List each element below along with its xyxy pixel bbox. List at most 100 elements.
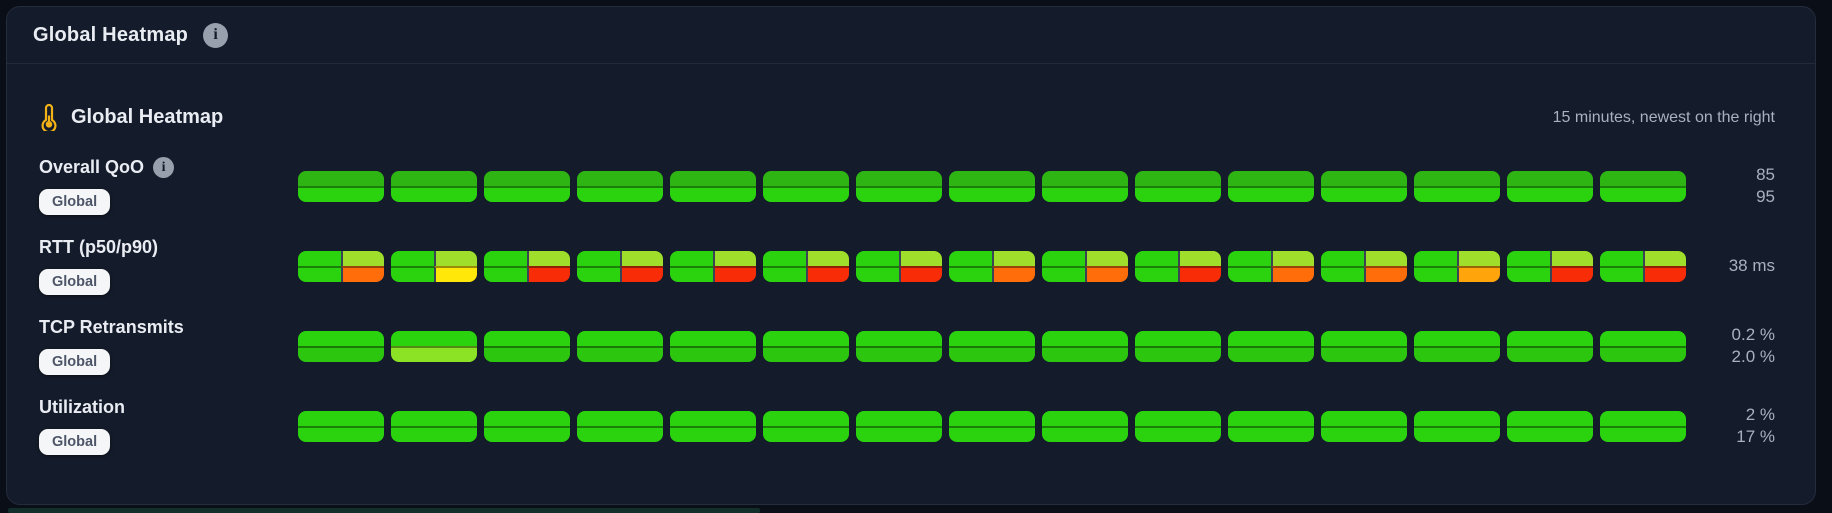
heatmap-cell[interactable]	[670, 410, 756, 442]
heatmap-cell[interactable]	[1042, 410, 1128, 442]
heatmap-cell[interactable]	[1600, 330, 1686, 362]
cell-segment	[577, 250, 620, 266]
heatmap-cell[interactable]	[1135, 410, 1221, 442]
heatmap-cell[interactable]	[484, 410, 570, 442]
heatmap-cell[interactable]	[856, 330, 942, 362]
heatmap-cell[interactable]	[949, 330, 1035, 362]
metric-label: Utilization	[39, 397, 125, 417]
metric-values: 2 % 17 %	[1686, 404, 1775, 448]
cell-segment	[1135, 250, 1178, 266]
heatmap-cell[interactable]	[1414, 170, 1500, 202]
cell-segment	[763, 186, 849, 202]
heatmap-cell[interactable]	[298, 330, 384, 362]
heatmap-cell[interactable]	[1507, 330, 1593, 362]
heatmap-cell[interactable]	[391, 250, 477, 282]
cell-segment	[1507, 346, 1593, 362]
heatmap-cell[interactable]	[1135, 250, 1221, 282]
cell-segment	[713, 250, 756, 266]
heatmap-cell[interactable]	[1042, 170, 1128, 202]
cell-segment	[1507, 170, 1593, 186]
cell-segment	[670, 250, 713, 266]
heatmap-cell[interactable]	[1135, 330, 1221, 362]
heatmap-cell[interactable]	[1600, 410, 1686, 442]
cell-segment	[856, 250, 899, 266]
heatmap-cell[interactable]	[391, 330, 477, 362]
heatmap-cell[interactable]	[1414, 410, 1500, 442]
heatmap-cell[interactable]	[484, 250, 570, 282]
cell-segment	[1228, 250, 1271, 266]
heatmap-cell[interactable]	[763, 330, 849, 362]
cell-segment	[763, 170, 849, 186]
heatmap-cell[interactable]	[484, 330, 570, 362]
heatmap-cell[interactable]	[1228, 170, 1314, 202]
info-icon[interactable]: i	[203, 22, 229, 48]
scope-badge[interactable]: Global	[39, 429, 111, 455]
heatmap-cell[interactable]	[1228, 410, 1314, 442]
heatmap-cell[interactable]	[763, 170, 849, 202]
info-icon[interactable]: i	[153, 157, 175, 178]
heatmap-cell[interactable]	[1321, 330, 1407, 362]
heatmap-cell[interactable]	[298, 410, 384, 442]
heatmap-cell[interactable]	[670, 330, 756, 362]
heatmap-cell[interactable]	[1507, 170, 1593, 202]
heatmap-cell[interactable]	[949, 410, 1035, 442]
scope-badge[interactable]: Global	[39, 189, 111, 215]
scope-badge[interactable]: Global	[39, 269, 111, 295]
heatmap-cell[interactable]	[1228, 330, 1314, 362]
heatmap-cell[interactable]	[1042, 330, 1128, 362]
cell-segment	[949, 266, 992, 282]
cell-segment	[763, 250, 806, 266]
cell-segment	[1135, 266, 1178, 282]
metric-label-line: Overall QoO i	[39, 157, 175, 178]
heatmap-cell[interactable]	[856, 170, 942, 202]
heatmap-cell[interactable]	[484, 170, 570, 202]
heatmap-cell[interactable]	[577, 330, 663, 362]
heatmap-cell[interactable]	[1600, 250, 1686, 282]
heatmap-cell[interactable]	[391, 410, 477, 442]
heatmap-cell[interactable]	[1414, 250, 1500, 282]
heatmap-cell[interactable]	[670, 250, 756, 282]
heatmap-cell[interactable]	[1600, 170, 1686, 202]
heatmap-cell[interactable]	[391, 170, 477, 202]
cell-segment	[298, 170, 384, 186]
heatmap-cell[interactable]	[763, 250, 849, 282]
cell-segment	[806, 266, 849, 282]
heatmap-cell[interactable]	[1507, 410, 1593, 442]
heatmap-cell[interactable]	[298, 170, 384, 202]
metric-row-overall-qoo: Overall QoO i Global 85 95	[39, 157, 1775, 215]
cell-segment	[1414, 330, 1500, 346]
scope-badge[interactable]: Global	[39, 349, 111, 375]
cell-segment	[298, 186, 384, 202]
cell-segment	[949, 170, 1035, 186]
heatmap-cell[interactable]	[1228, 250, 1314, 282]
cell-segment	[670, 346, 756, 362]
cell-segment	[391, 266, 434, 282]
heatmap-cell[interactable]	[1321, 410, 1407, 442]
cell-segment	[670, 330, 756, 346]
heatmap-cell[interactable]	[949, 170, 1035, 202]
heatmap-cell[interactable]	[577, 170, 663, 202]
cell-segment	[484, 170, 570, 186]
cell-segment	[484, 410, 570, 426]
heatmap-cell[interactable]	[1135, 170, 1221, 202]
heatmap-cell[interactable]	[1321, 170, 1407, 202]
heatmap-cell[interactable]	[763, 410, 849, 442]
heatmap-cell[interactable]	[670, 170, 756, 202]
heatmap-cell[interactable]	[856, 410, 942, 442]
cell-segment	[298, 330, 384, 346]
cell-segment	[620, 266, 663, 282]
heatmap-cell[interactable]	[577, 250, 663, 282]
heatmap-cell[interactable]	[577, 410, 663, 442]
heatmap-cell[interactable]	[1414, 330, 1500, 362]
heatmap-cell[interactable]	[298, 250, 384, 282]
cell-segment	[763, 346, 849, 362]
heatmap-cell[interactable]	[949, 250, 1035, 282]
cell-segment	[1550, 266, 1593, 282]
heatmap-cell[interactable]	[856, 250, 942, 282]
heatmap-cell[interactable]	[1042, 250, 1128, 282]
heatmap-cell[interactable]	[1507, 250, 1593, 282]
cell-segment	[1228, 426, 1314, 442]
heatmap-cell[interactable]	[1321, 250, 1407, 282]
cell-segment	[434, 266, 477, 282]
